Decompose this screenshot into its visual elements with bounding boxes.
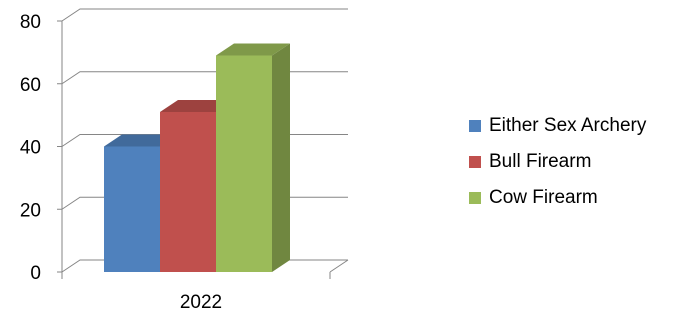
y-axis: 0 20 40 60 80 — [20, 12, 63, 284]
y-tick-label: 80 — [20, 12, 41, 33]
y-tick-label: 40 — [20, 138, 41, 159]
legend-swatch — [469, 156, 481, 168]
bar-group — [104, 43, 290, 273]
bar-front — [160, 111, 216, 272]
y-tick-label: 20 — [20, 200, 41, 221]
gridline — [61, 71, 348, 85]
legend-label: Cow Firearm — [489, 187, 598, 208]
legend-swatch — [469, 192, 481, 204]
bar-side — [272, 43, 290, 273]
bar-front — [216, 55, 272, 273]
legend-label: Bull Firearm — [489, 151, 592, 172]
bar-cow-firearm — [216, 43, 290, 273]
legend-swatch — [469, 120, 481, 132]
bar-top — [160, 99, 234, 112]
gridline — [61, 8, 348, 22]
x-axis: 2022 — [61, 272, 331, 313]
x-category-label: 2022 — [180, 292, 222, 313]
bar-top — [216, 43, 290, 56]
legend-item: Cow Firearm — [469, 180, 691, 216]
legend-item: Bull Firearm — [469, 144, 691, 180]
y-tick-label: 60 — [20, 75, 41, 96]
floor-edge — [329, 259, 349, 273]
legend-label: Either Sex Archery — [489, 115, 647, 136]
y-tick-label: 0 — [30, 263, 41, 284]
bar-chart: 0 20 40 60 80 2022 — [20, 8, 349, 313]
chart-legend: Either Sex Archery Bull Firearm Cow Firear… — [469, 108, 691, 216]
legend-item: Either Sex Archery — [469, 108, 691, 144]
bar-front — [104, 146, 160, 272]
bar-top — [104, 134, 178, 147]
